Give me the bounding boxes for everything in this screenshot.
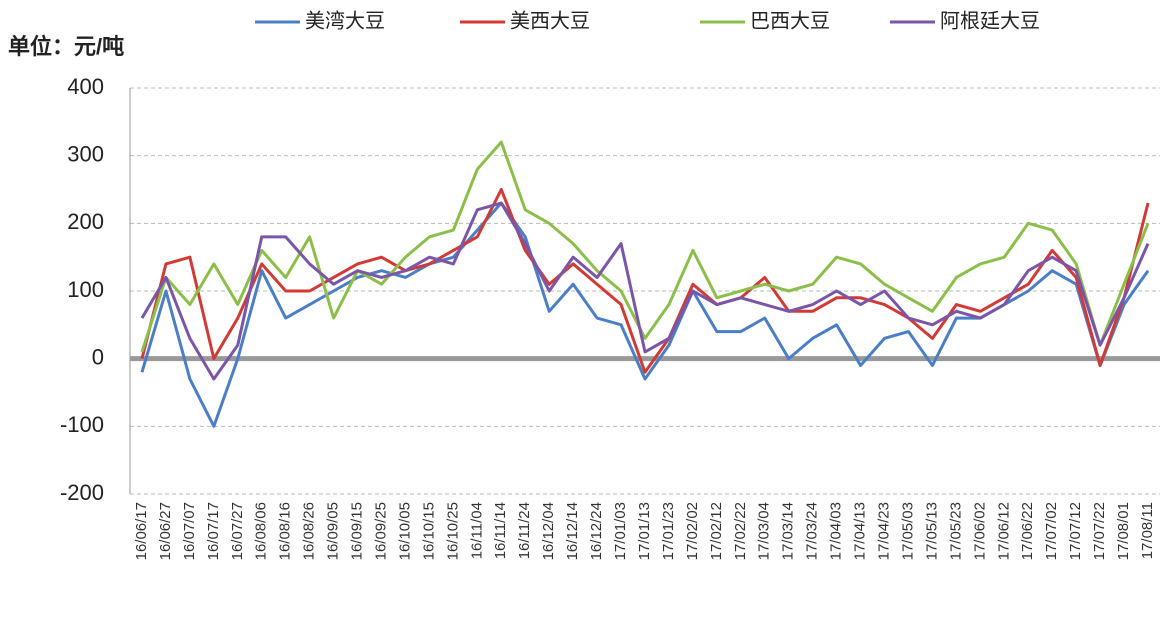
y-tick-label: 200 [67,209,104,234]
series-line [140,140,1150,353]
x-tick-label: 17/03/14 [780,502,797,560]
x-tick-label: 16/12/24 [588,502,605,560]
x-tick-label: 16/08/06 [253,502,270,560]
x-tick-label: 17/04/13 [852,502,869,560]
x-tick-label: 16/06/17 [133,502,150,560]
x-tick-label: 16/07/07 [181,502,198,560]
x-tick-label: 17/01/23 [660,502,677,560]
x-tick-label: 17/02/12 [708,502,725,560]
x-tick-label: 17/08/01 [1115,502,1132,560]
y-tick-label: 0 [92,344,104,369]
y-tick-label: 100 [67,277,104,302]
legend-label: 美西大豆 [510,9,590,32]
legend-label: 美湾大豆 [305,9,385,32]
x-tick-label: 17/06/02 [971,502,988,560]
x-tick-label: 17/04/23 [876,502,893,560]
legend-label: 巴西大豆 [750,9,830,32]
y-tick-label: 400 [67,74,104,99]
x-tick-label: 17/07/22 [1091,502,1108,560]
x-tick-label: 17/07/02 [1043,502,1060,560]
x-tick-label: 16/11/04 [468,502,485,559]
x-tick-label: 16/09/05 [325,502,342,560]
x-tick-label: 17/06/22 [1019,502,1036,560]
x-tick-label: 17/04/03 [828,502,845,560]
y-tick-label: -100 [60,412,104,437]
x-tick-label: 17/05/03 [899,502,916,560]
x-tick-label: 16/07/27 [229,502,246,560]
x-tick-label: 16/12/04 [540,502,557,560]
x-tick-label: 16/12/14 [564,502,581,560]
series-line [140,201,1150,381]
y-axis-title: 单位：元/吨 [8,34,124,59]
x-tick-label: 17/01/13 [636,502,653,560]
x-tick-label: 16/10/25 [444,502,461,560]
x-tick-label: 17/05/13 [923,502,940,560]
series-line [140,188,1150,374]
x-tick-label: 17/02/02 [684,502,701,560]
legend-label: 阿根廷大豆 [940,9,1040,32]
x-tick-label: 16/11/24 [516,502,533,559]
x-tick-label: 16/10/05 [396,502,413,560]
y-tick-label: -200 [60,480,104,505]
x-tick-label: 17/01/03 [612,502,629,560]
x-tick-label: 16/09/15 [349,502,366,560]
x-tick-label: 16/10/15 [420,502,437,560]
x-tick-label: 17/07/12 [1067,502,1084,560]
x-tick-label: 17/06/12 [995,502,1012,560]
x-tick-label: 16/06/27 [157,502,174,560]
x-tick-label: 17/05/23 [947,502,964,560]
x-tick-label: 16/07/17 [205,502,222,560]
x-tick-label: 17/03/04 [756,502,773,560]
series-line [140,201,1150,428]
x-tick-label: 16/09/25 [372,502,389,560]
y-tick-label: 300 [67,141,104,166]
x-tick-label: 17/02/22 [732,502,749,560]
x-tick-label: 16/11/14 [492,502,509,559]
x-tick-label: 16/08/16 [277,502,294,560]
x-tick-label: 17/08/11 [1139,502,1156,559]
x-tick-label: 17/03/24 [804,502,821,560]
x-tick-label: 16/08/26 [301,502,318,560]
